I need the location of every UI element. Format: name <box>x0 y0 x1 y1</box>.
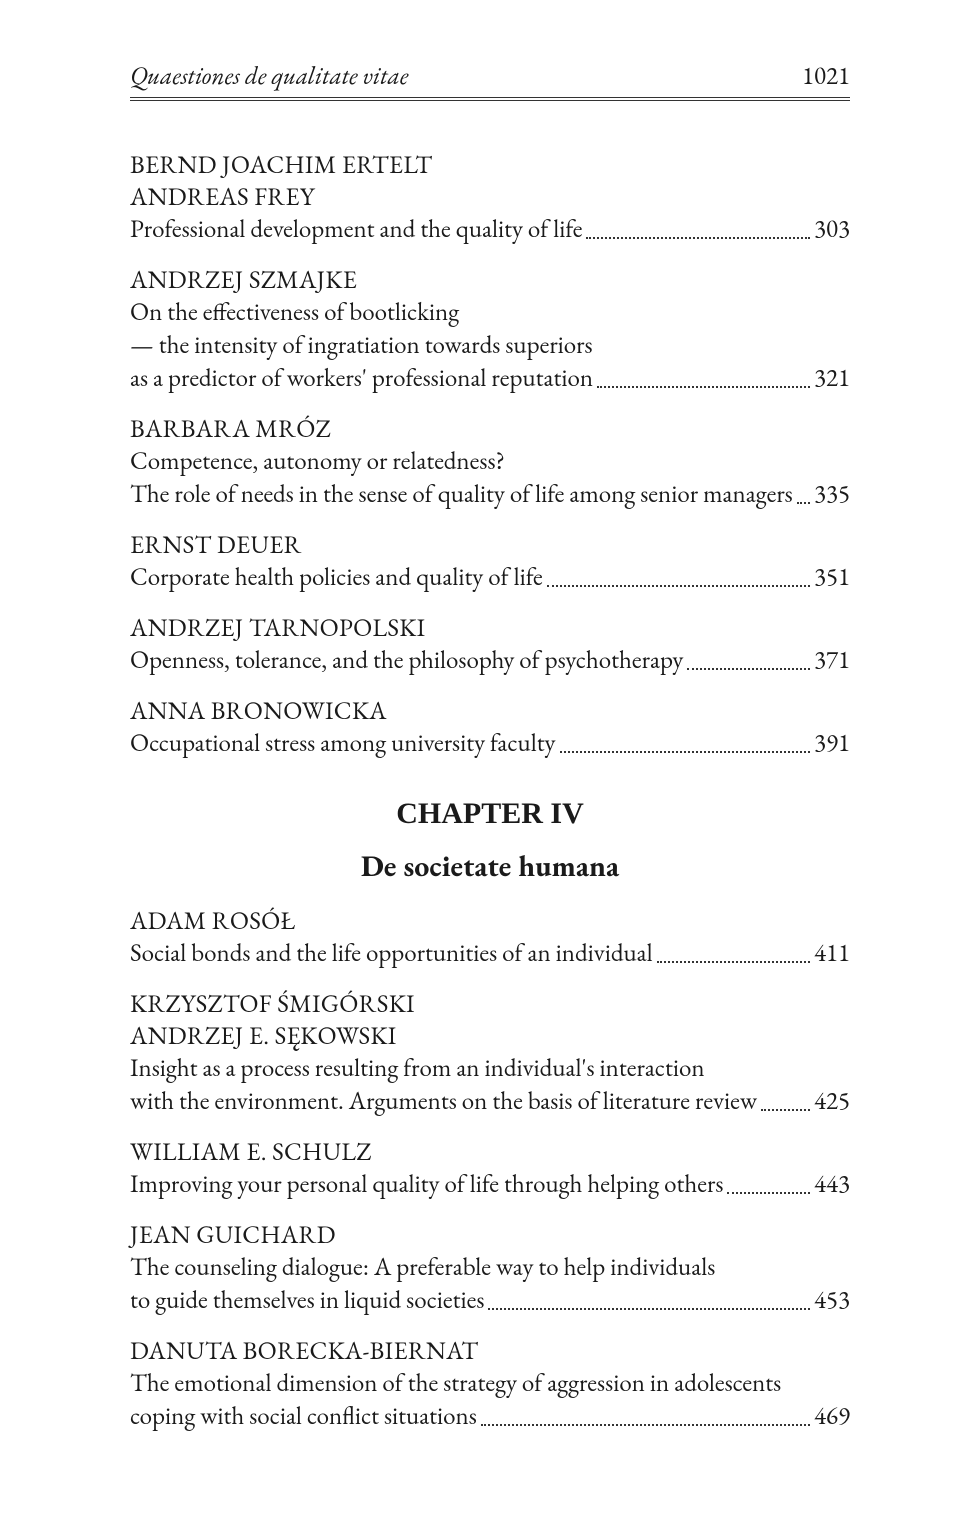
page-number: 1021 <box>802 60 850 93</box>
toc-entry-page: 443 <box>814 1168 850 1201</box>
toc-title-line: The role of needs in the sense of qualit… <box>130 478 793 511</box>
toc-entry-page: 453 <box>814 1284 850 1317</box>
toc-title-line: Insight as a process resulting from an i… <box>130 1052 850 1085</box>
toc-leader <box>488 1308 810 1310</box>
toc-entry: ANNA BRONOWICKAOccupational stress among… <box>130 695 850 760</box>
toc-entry-authors: ANNA BRONOWICKA <box>130 695 850 727</box>
toc-author: KRZYSZTOF ŚMIGÓRSKI <box>130 988 850 1020</box>
toc-title-line: Occupational stress among university fac… <box>130 727 556 760</box>
toc-leader <box>687 668 810 670</box>
toc-leader <box>481 1424 810 1426</box>
toc-author: ANDRZEJ E. SĘKOWSKI <box>130 1020 850 1052</box>
toc-leader <box>761 1109 810 1111</box>
toc-title-row: with the environment. Arguments on the b… <box>130 1085 850 1118</box>
toc-title-line: Professional development and the quality… <box>130 213 582 246</box>
toc-entry-page: 411 <box>814 937 850 970</box>
toc-title-row: to guide themselves in liquid societies 4… <box>130 1284 850 1317</box>
toc-entry: KRZYSZTOF ŚMIGÓRSKIANDRZEJ E. SĘKOWSKIIn… <box>130 988 850 1118</box>
toc-entry-page: 351 <box>814 561 850 594</box>
toc-entry-authors: ANDRZEJ SZMAJKE <box>130 264 850 296</box>
toc-entry-authors: DANUTA BORECKA-BIERNAT <box>130 1335 850 1367</box>
toc-entry-authors: ADAM ROSÓŁ <box>130 905 850 937</box>
toc-entry-authors: ERNST DEUER <box>130 529 850 561</box>
toc-entry: BERND JOACHIM ERTELTANDREAS FREYProfessi… <box>130 149 850 246</box>
toc-entry-authors: WILLIAM E. SCHULZ <box>130 1136 850 1168</box>
toc-title-line: Improving your personal quality of life … <box>130 1168 723 1201</box>
running-title: Quaestiones de qualitate vitae <box>130 60 408 93</box>
toc-entry-page: 425 <box>814 1085 850 1118</box>
toc-entry: ADAM ROSÓŁSocial bonds and the life oppo… <box>130 905 850 970</box>
toc-author: BARBARA MRÓZ <box>130 413 850 445</box>
toc-title-row: Corporate health policies and quality of… <box>130 561 850 594</box>
toc-entry-page: 391 <box>814 727 850 760</box>
toc-author: WILLIAM E. SCHULZ <box>130 1136 850 1168</box>
toc-title-line: Social bonds and the life opportunities … <box>130 937 653 970</box>
toc-title-line: The emotional dimension of the strategy … <box>130 1367 850 1400</box>
toc-title-line: Openness, tolerance, and the philosophy … <box>130 644 683 677</box>
toc-author: ADAM ROSÓŁ <box>130 905 850 937</box>
toc-leader <box>657 961 810 963</box>
toc-author: ANDRZEJ TARNOPOLSKI <box>130 612 850 644</box>
toc-author: BERND JOACHIM ERTELT <box>130 149 850 181</box>
toc-title-row: Professional development and the quality… <box>130 213 850 246</box>
toc-entry: ERNST DEUERCorporate health policies and… <box>130 529 850 594</box>
running-head: Quaestiones de qualitate vitae 1021 <box>130 60 850 101</box>
toc-entry-authors: JEAN GUICHARD <box>130 1219 850 1251</box>
toc-leader <box>560 751 810 753</box>
toc-page: Quaestiones de qualitate vitae 1021 BERN… <box>0 0 960 1531</box>
toc-leader <box>797 502 810 504</box>
toc-title-row: Openness, tolerance, and the philosophy … <box>130 644 850 677</box>
toc-leader <box>597 386 810 388</box>
chapter-heading: CHAPTER IV <box>130 794 850 834</box>
toc-title-line: Competence, autonomy or relatedness? <box>130 445 850 478</box>
toc-title-row: coping with social conflict situations 46… <box>130 1400 850 1433</box>
toc-title-line: coping with social conflict situations <box>130 1400 477 1433</box>
toc-title-row: as a predictor of workers' professional … <box>130 362 850 395</box>
toc-entry-authors: BERND JOACHIM ERTELTANDREAS FREY <box>130 149 850 213</box>
toc-title-line: — the intensity of ingratiation towards … <box>130 329 850 362</box>
toc-entry: ANDRZEJ TARNOPOLSKIOpenness, tolerance, … <box>130 612 850 677</box>
toc-title-line: as a predictor of workers' professional … <box>130 362 593 395</box>
toc-entry-page: 469 <box>814 1400 850 1433</box>
toc-author: ANDREAS FREY <box>130 181 850 213</box>
toc-title-row: Social bonds and the life opportunities … <box>130 937 850 970</box>
toc-entry-page: 303 <box>814 213 850 246</box>
toc-entry: BARBARA MRÓZCompetence, autonomy or rela… <box>130 413 850 511</box>
toc-entry-page: 321 <box>814 362 850 395</box>
toc-entry: WILLIAM E. SCHULZImproving your personal… <box>130 1136 850 1201</box>
toc-entry-page: 335 <box>814 478 850 511</box>
toc-title-line: On the effectiveness of bootlicking <box>130 296 850 329</box>
toc-entry-authors: KRZYSZTOF ŚMIGÓRSKIANDRZEJ E. SĘKOWSKI <box>130 988 850 1052</box>
toc-title-line: Corporate health policies and quality of… <box>130 561 543 594</box>
toc-leader <box>727 1192 810 1194</box>
toc-entry-authors: BARBARA MRÓZ <box>130 413 850 445</box>
toc-entry: ANDRZEJ SZMAJKEOn the effectiveness of b… <box>130 264 850 395</box>
toc-leader <box>547 585 810 587</box>
toc-title-line: The counseling dialogue: A preferable wa… <box>130 1251 850 1284</box>
toc-author: ANDRZEJ SZMAJKE <box>130 264 850 296</box>
toc-title-row: Improving your personal quality of life … <box>130 1168 850 1201</box>
toc-title-row: The role of needs in the sense of qualit… <box>130 478 850 511</box>
toc-entry-page: 371 <box>814 644 850 677</box>
toc-author: ERNST DEUER <box>130 529 850 561</box>
toc-title-line: with the environment. Arguments on the b… <box>130 1085 757 1118</box>
chapter-subtitle: De societate humana <box>130 846 850 886</box>
toc-author: DANUTA BORECKA-BIERNAT <box>130 1335 850 1367</box>
toc-title-line: to guide themselves in liquid societies <box>130 1284 484 1317</box>
toc-entry: DANUTA BORECKA-BIERNATThe emotional dime… <box>130 1335 850 1433</box>
toc-author: JEAN GUICHARD <box>130 1219 850 1251</box>
toc-title-row: Occupational stress among university fac… <box>130 727 850 760</box>
toc-entry-authors: ANDRZEJ TARNOPOLSKI <box>130 612 850 644</box>
toc-author: ANNA BRONOWICKA <box>130 695 850 727</box>
toc-body: BERND JOACHIM ERTELTANDREAS FREYProfessi… <box>130 149 850 1433</box>
toc-entry: JEAN GUICHARDThe counseling dialogue: A … <box>130 1219 850 1317</box>
toc-leader <box>586 237 810 239</box>
